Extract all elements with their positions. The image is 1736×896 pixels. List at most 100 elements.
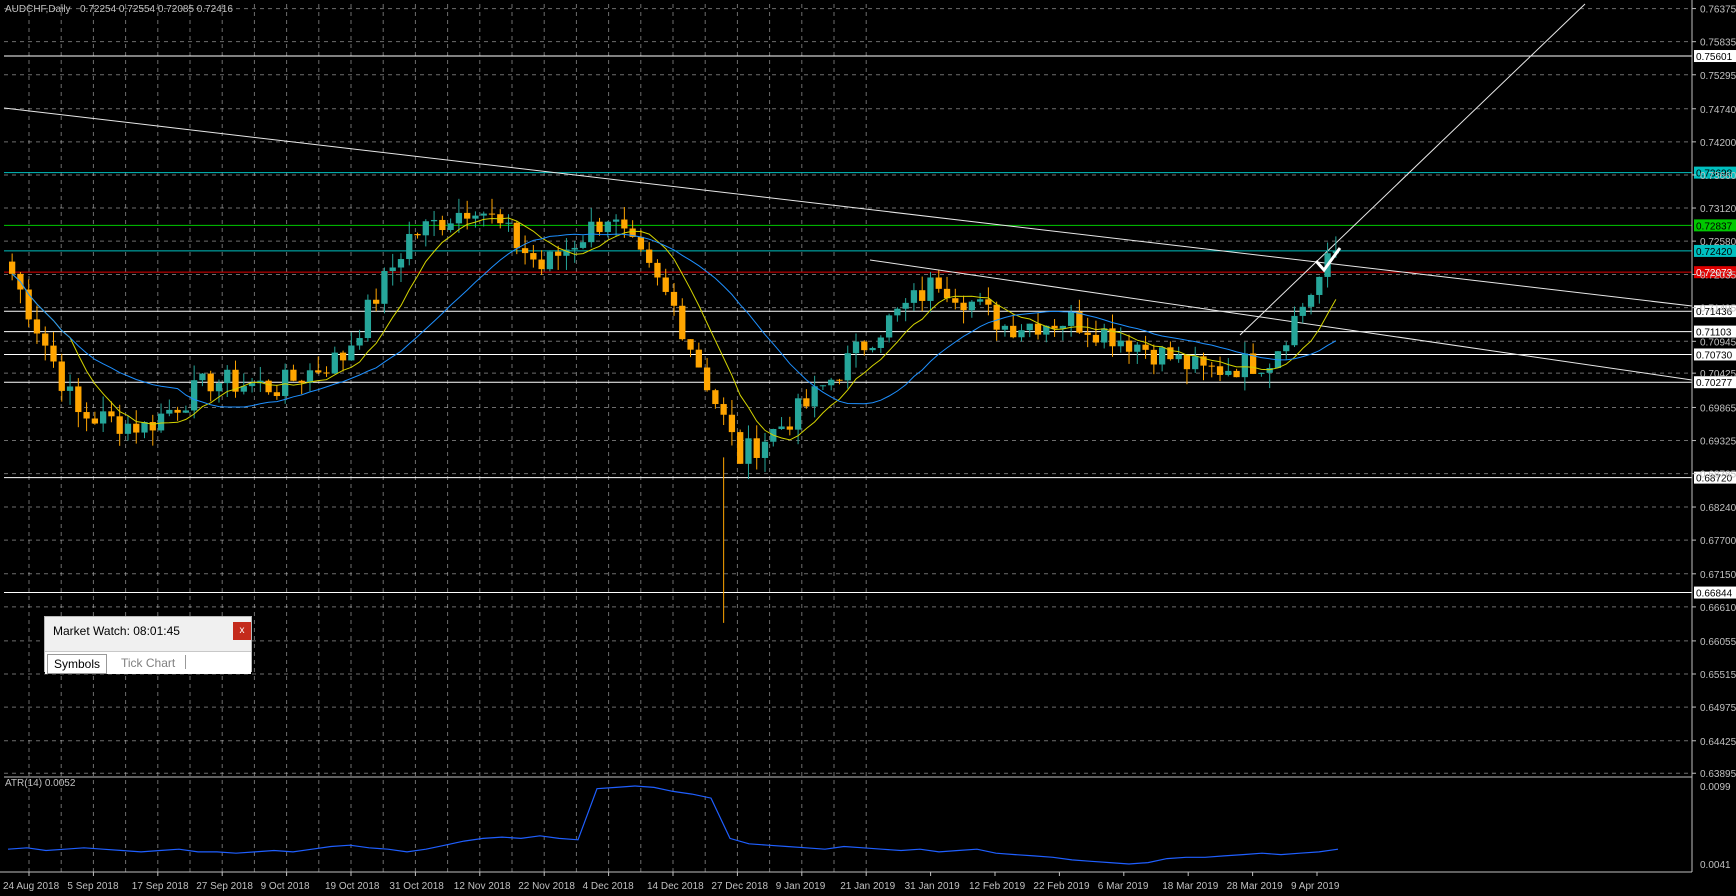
level-label-bg	[1694, 266, 1736, 279]
candle-body	[670, 291, 678, 306]
candle-body	[58, 361, 65, 391]
price-tick-label: 0.70945	[1700, 337, 1736, 348]
tab-symbols[interactable]: Symbols	[47, 654, 108, 674]
price-tick-label: 0.66055	[1700, 637, 1736, 648]
price-tick-label: 0.73120	[1700, 204, 1736, 215]
ohlc-readout: 0.72254 0.72554 0.72085 0.72416	[80, 4, 233, 15]
atr-tick-label: 0.0099	[1700, 782, 1731, 793]
candle-body	[323, 372, 330, 374]
candle-body	[348, 345, 355, 361]
date-tick-label: 21 Jan 2019	[840, 881, 895, 892]
candle-body	[811, 386, 818, 407]
ascending-trendline	[1239, 3, 1586, 336]
date-tick-label: 28 Mar 2019	[1227, 881, 1284, 892]
candle-body	[116, 416, 123, 434]
candle-body	[356, 338, 363, 346]
candle-body	[828, 379, 835, 386]
candle-body	[902, 302, 909, 309]
candle-body	[1175, 354, 1182, 360]
candle-body	[712, 390, 719, 405]
date-tick-label: 31 Oct 2018	[389, 881, 444, 892]
candle-body	[224, 369, 231, 384]
candle-body	[364, 299, 372, 339]
date-tick-label: 17 Sep 2018	[132, 881, 189, 892]
candle-body	[1076, 311, 1083, 333]
candle-body	[563, 249, 570, 256]
candle-body	[373, 299, 380, 304]
close-button[interactable]: x	[233, 622, 251, 640]
candle-body	[505, 222, 512, 224]
date-tick-label: 9 Apr 2019	[1291, 881, 1340, 892]
candle-body	[1134, 344, 1141, 352]
candle-body	[75, 386, 82, 413]
price-tick-label: 0.64425	[1700, 737, 1736, 748]
candle-body	[91, 418, 99, 424]
candle-body	[571, 247, 578, 250]
candle-body	[9, 261, 16, 274]
candle-body	[191, 380, 198, 411]
level-label: 0.68720	[1696, 474, 1733, 485]
date-tick-label: 18 Mar 2019	[1162, 881, 1219, 892]
candle-body	[646, 249, 653, 263]
candle-body	[488, 213, 496, 215]
descending-trendline	[3, 107, 1693, 307]
candle-body	[108, 411, 115, 417]
market-watch-title: Market Watch: 08:01:45	[53, 624, 180, 638]
level-label-bg	[1694, 471, 1736, 484]
candle-body	[1307, 294, 1315, 307]
level-label-bg	[1694, 166, 1736, 179]
market-watch-panel[interactable]: Market Watch: 08:01:45 x Symbols Tick Ch…	[44, 616, 252, 674]
candle-body	[141, 422, 148, 433]
level-label: 0.66844	[1696, 589, 1733, 600]
candle-body	[282, 369, 289, 397]
date-tick-label: 12 Feb 2019	[969, 881, 1026, 892]
candle-body	[381, 271, 388, 304]
candle-body	[844, 353, 851, 381]
candle-body	[538, 259, 545, 270]
candle-body	[1109, 328, 1116, 347]
candle-body	[174, 409, 181, 413]
candle-body	[869, 347, 876, 351]
date-tick-label: 19 Oct 2018	[325, 881, 380, 892]
candle-body	[265, 380, 272, 393]
price-tick-label: 0.73660	[1700, 171, 1736, 182]
candle-body	[273, 392, 281, 397]
candle-body	[885, 315, 893, 338]
level-label-bg	[1694, 244, 1736, 257]
price-tick-label: 0.70425	[1700, 369, 1736, 380]
price-tick-label: 0.67700	[1700, 536, 1736, 547]
trend-lines	[3, 3, 1693, 381]
price-tick-label: 0.72580	[1700, 237, 1736, 248]
tab-tick-chart[interactable]: Tick Chart	[121, 656, 176, 670]
candle-body	[1249, 353, 1257, 374]
level-label: 0.71436	[1696, 307, 1733, 318]
candle-body	[83, 412, 90, 419]
candle-body	[679, 305, 686, 340]
candle-body	[166, 409, 173, 414]
candle-body	[1142, 344, 1149, 350]
candle-body	[629, 228, 636, 237]
candle-body	[546, 251, 554, 270]
candle-body	[339, 352, 347, 361]
candle-body	[976, 299, 984, 302]
candle-body	[786, 426, 793, 430]
candle-body	[1316, 276, 1323, 295]
atr-line	[7, 785, 1339, 865]
atr-indicator	[7, 785, 1339, 865]
candle-body	[42, 333, 49, 346]
candle-body	[654, 262, 661, 278]
candle-body	[290, 369, 297, 381]
level-label-bg	[1694, 305, 1736, 318]
candle-body	[1233, 370, 1240, 378]
candle-body	[1167, 347, 1174, 360]
candle-body	[1291, 315, 1298, 346]
candle-body	[960, 302, 967, 311]
candle-body	[149, 422, 156, 431]
candle-body	[612, 219, 620, 222]
level-label-bg	[1694, 348, 1736, 361]
candle-body	[803, 398, 810, 407]
candle-body	[1125, 340, 1133, 352]
symbol-title: AUDCHF,Daily	[5, 4, 71, 15]
candle-body	[464, 212, 471, 219]
